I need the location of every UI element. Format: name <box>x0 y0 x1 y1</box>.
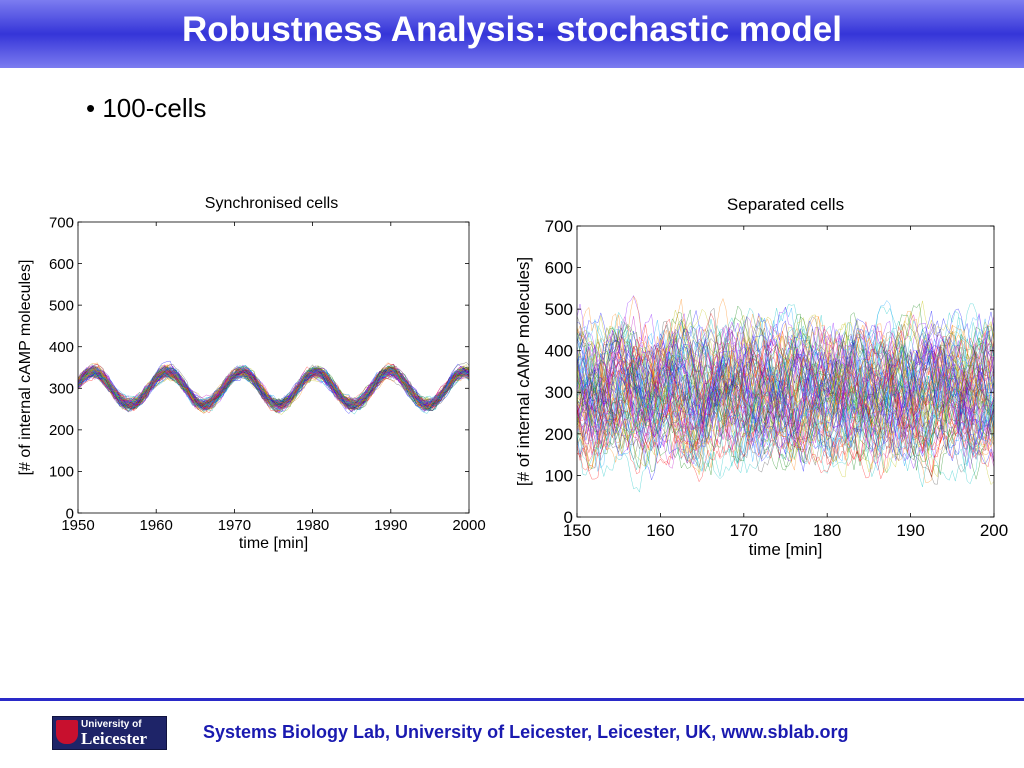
series-line <box>576 310 995 429</box>
x-tick-label: 1990 <box>374 517 407 534</box>
chart-title: Separated cells <box>727 195 844 214</box>
series-line <box>576 326 995 436</box>
x-tick-label: 190 <box>896 521 924 540</box>
series-line <box>576 324 995 438</box>
y-tick-label: 400 <box>545 342 573 361</box>
y-tick-label: 400 <box>49 339 74 356</box>
series-line <box>576 327 995 461</box>
series-line <box>576 295 995 410</box>
x-tick-label: 1950 <box>61 517 94 534</box>
series-line <box>576 355 995 481</box>
x-axis-label: time [min] <box>749 540 823 559</box>
y-tick-label: 600 <box>545 259 573 278</box>
y-tick-label: 300 <box>545 383 573 402</box>
series-line <box>77 366 470 411</box>
x-tick-label: 160 <box>646 521 674 540</box>
series-group <box>576 294 995 493</box>
title-bar: Robustness Analysis: stochastic model <box>0 0 1024 68</box>
series-line <box>576 307 995 423</box>
series-line <box>576 364 995 469</box>
x-axis-label: time [min] <box>239 535 308 552</box>
series-line <box>576 333 995 440</box>
charts-canvas: 1950 1960 1970 1980 1990 20000100200300400500… <box>17 195 1008 559</box>
university-logo: University of Leicester <box>52 716 167 750</box>
x-tick-label: 170 <box>730 521 758 540</box>
series-group <box>77 360 470 415</box>
y-tick-label: 700 <box>545 217 573 236</box>
slide-title: Robustness Analysis: stochastic model <box>182 10 842 49</box>
y-tick-label: 200 <box>545 425 573 444</box>
y-tick-label: 500 <box>49 297 74 314</box>
bullet-item: • 100-cells <box>86 93 207 123</box>
footer-text: Systems Biology Lab, University of Leice… <box>203 722 849 742</box>
logo-line1: University of <box>81 719 142 730</box>
y-tick-label: 300 <box>49 381 74 398</box>
plot-frame <box>576 225 995 518</box>
series-line <box>576 324 995 448</box>
series-line <box>576 357 995 485</box>
y-axis-label: [# of internal cAMP molecules] <box>17 260 34 476</box>
y-tick-label: 100 <box>49 464 74 481</box>
series-line <box>77 368 470 412</box>
series-line <box>576 366 995 482</box>
logo-line2: Leicester <box>81 729 148 748</box>
series-line <box>576 353 995 464</box>
series-line <box>576 342 995 464</box>
chart-2: 150 160 170 180 190 200 0 100 200 300 400 500 600 700… <box>514 195 1008 559</box>
series-line <box>576 350 995 462</box>
x-tick-label: 1970 <box>218 517 251 534</box>
series-line <box>576 336 995 459</box>
series-line <box>576 311 995 422</box>
series-line <box>77 364 470 410</box>
y-tick-label: 700 <box>49 214 74 231</box>
series-line <box>576 303 995 421</box>
series-line <box>576 363 995 473</box>
y-tick-label: 200 <box>49 422 74 439</box>
chart-1: 1950 1960 1970 1980 1990 2000 0 100 200 300 400 500… <box>17 195 486 552</box>
y-tick-label: 600 <box>49 256 74 273</box>
y-tick-label: 500 <box>545 300 573 319</box>
x-tick-label: 1980 <box>296 517 329 534</box>
plot-frame <box>77 221 470 514</box>
footer-divider <box>0 698 1024 701</box>
x-tick-label: 200 <box>980 521 1008 540</box>
series-line <box>576 334 995 451</box>
series-line <box>576 359 995 485</box>
series-line <box>576 332 995 473</box>
y-tick-label: 0 <box>66 505 74 522</box>
y-tick-label: 0 <box>564 508 573 527</box>
series-line <box>576 350 995 472</box>
series-line <box>77 367 470 409</box>
y-axis-label: [# of internal cAMP molecules] <box>514 257 533 486</box>
shield-icon <box>56 720 78 744</box>
series-line <box>576 346 995 462</box>
x-tick-label: 150 <box>563 521 591 540</box>
x-tick-label: 1960 <box>140 517 173 534</box>
x-tick-label: 2000 <box>452 517 485 534</box>
y-tick-label: 100 <box>545 466 573 485</box>
x-tick-label: 180 <box>813 521 841 540</box>
chart-title: Synchronised cells <box>205 195 338 212</box>
